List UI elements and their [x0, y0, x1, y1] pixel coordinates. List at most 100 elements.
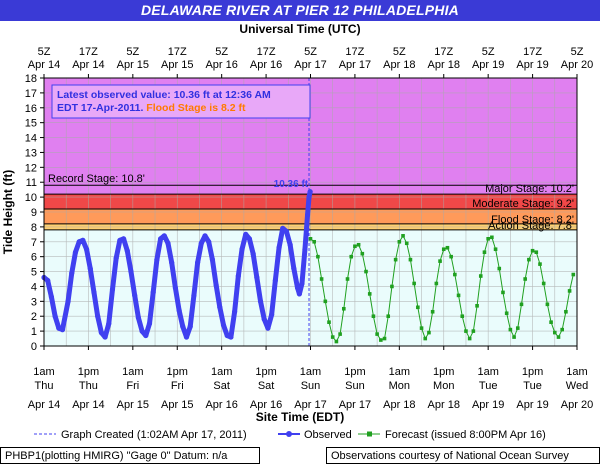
legend-forecast-label: Forecast (issued 8:00PM Apr 16): [385, 429, 546, 441]
observed-point: [291, 265, 297, 272]
bottom-tick-label-day: Mon: [433, 380, 454, 392]
bottom-tick-label-time: 1pm: [522, 366, 543, 378]
y-tick-label: 6: [31, 252, 37, 264]
top-tick-label-utc: 5Z: [215, 46, 228, 58]
observed-point: [283, 228, 290, 234]
bottom-tick-label-day: Fri: [126, 380, 139, 392]
bottom-tick-label-day: Tue: [479, 380, 498, 392]
observed-point: [91, 289, 97, 295]
observed-point: [113, 255, 119, 261]
forecast-point: [330, 335, 335, 339]
forecast-point: [475, 304, 479, 308]
observed-point: [232, 309, 238, 315]
y-tick-label: 5: [31, 267, 37, 279]
observed-point: [187, 324, 193, 330]
bottom-tick-label-date: Apr 19: [472, 399, 504, 411]
forecast-point: [416, 305, 420, 310]
observed-point: [183, 334, 190, 340]
legend-observed-marker: [286, 431, 292, 437]
forecast-point: [541, 281, 546, 286]
bottom-tick-label-date: Apr 19: [516, 399, 548, 411]
observed-point: [87, 265, 93, 272]
observed-point: [250, 251, 256, 257]
bottom-tick-label-date: Apr 17: [294, 399, 326, 411]
top-tick-label-date: Apr 14: [28, 59, 60, 71]
info-box: [51, 84, 311, 119]
forecast-point: [390, 284, 394, 289]
action-stage-label: Action Stage: 7.8': [488, 220, 574, 232]
bottom-tick-label-time: 1pm: [433, 366, 454, 378]
observed-point: [124, 248, 130, 254]
forecast-point: [379, 338, 383, 342]
observed-point: [206, 239, 212, 245]
flood-stage-label: Flood Stage: 8.2': [491, 214, 574, 226]
bottom-tick-label-time: 1pm: [78, 366, 99, 378]
top-tick-label-date: Apr 16: [250, 59, 282, 71]
observed-point: [246, 236, 253, 242]
top-tick-label-utc: 5Z: [393, 46, 406, 58]
bottom-tick-label-day: Sun: [301, 380, 321, 392]
forecast-point: [419, 326, 424, 330]
observed-point: [243, 231, 249, 237]
forecast-point: [493, 247, 498, 252]
y-tick-label: 17: [25, 88, 37, 100]
observed-point: [169, 260, 175, 266]
observed-point: [195, 260, 201, 266]
top-tick-label-utc: 17Z: [523, 46, 542, 58]
observed-point: [146, 321, 153, 327]
top-tick-label-utc: 17Z: [257, 46, 276, 58]
top-tick-label-date: Apr 17: [294, 59, 326, 71]
forecast-point: [471, 329, 476, 333]
observed-point: [132, 292, 138, 298]
forecast-point: [323, 299, 328, 304]
observed-point: [287, 242, 293, 248]
y-tick-label: 9: [31, 207, 37, 219]
forecast-point: [397, 239, 402, 244]
y-tick-label: 18: [25, 73, 37, 85]
latest-value-label: 10.36 ft: [274, 179, 309, 190]
y-tick-label: 13: [25, 147, 37, 159]
y-tick-label: 10: [25, 192, 37, 204]
observed-point: [120, 236, 127, 242]
top-tick-label-utc: 5Z: [38, 46, 51, 58]
forecast-point: [353, 244, 357, 249]
forecast-point: [456, 293, 461, 298]
top-tick-label-utc: 5Z: [304, 46, 317, 58]
observed-point: [294, 285, 301, 291]
forecast-point: [412, 281, 416, 286]
forecast-point: [530, 248, 535, 253]
forecast-point: [382, 336, 387, 341]
bottom-tick-label-day: Tue: [523, 380, 542, 392]
bottom-tick-label-date: Apr 18: [383, 399, 415, 411]
observed-point: [265, 325, 271, 331]
observed-point: [213, 282, 219, 288]
forecast-point: [338, 332, 342, 336]
top-tick-label-date: Apr 19: [472, 59, 504, 71]
forecast-point: [404, 241, 409, 246]
observed-point: [69, 270, 75, 276]
top-tick-label-date: Apr 17: [339, 59, 371, 71]
bottom-tick-label-time: 1am: [211, 366, 232, 378]
forecast-point: [538, 262, 542, 266]
forecast-point: [316, 254, 320, 259]
observed-point: [172, 285, 178, 291]
observed-point: [72, 249, 79, 255]
observed-point: [128, 268, 134, 275]
forecast-point: [408, 257, 413, 262]
forecast-point: [512, 335, 516, 339]
forecast-point: [430, 309, 435, 314]
forecast-point: [423, 336, 428, 341]
bottom-tick-label-date: Apr 20: [561, 399, 593, 411]
forecast-point: [552, 330, 557, 335]
forecast-point: [312, 239, 317, 244]
forecast-point: [434, 281, 439, 286]
observed-point: [139, 328, 145, 334]
forecast-point: [449, 254, 453, 259]
bottom-tick-label-time: 1am: [33, 366, 54, 378]
forecast-point: [427, 330, 431, 335]
y-tick-label: 12: [25, 162, 37, 174]
bottom-tick-label-time: 1am: [566, 366, 587, 378]
info-flood-line: EDT 17-Apr-2011. Flood Stage is 8.2 ft: [57, 102, 246, 114]
forecast-point: [478, 274, 483, 278]
bottom-tick-label-day: Wed: [566, 380, 588, 392]
